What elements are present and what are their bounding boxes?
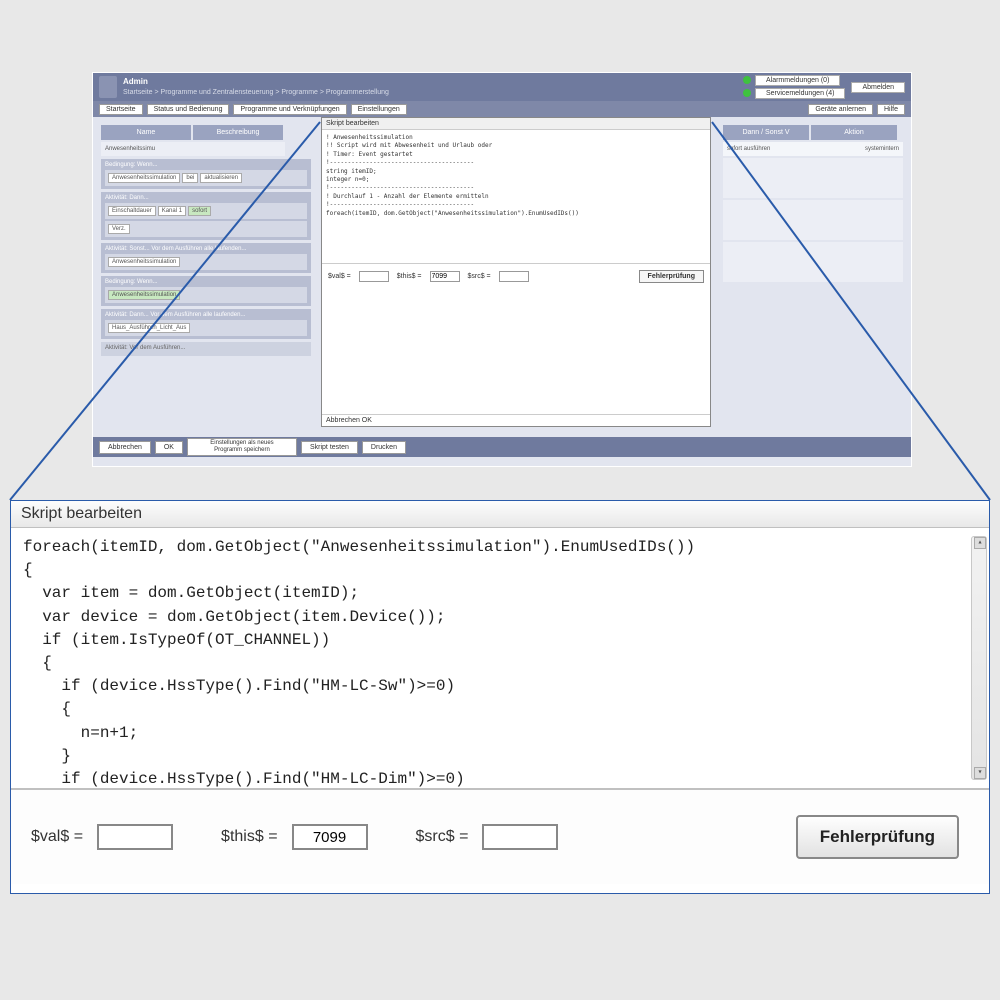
breadcrumb: Startseite > Programme und Zentralensteu… xyxy=(123,88,743,97)
script-code-textarea[interactable]: foreach(itemID, dom.GetObject("Anwesenhe… xyxy=(11,528,989,788)
script-editor-zoomed: Skript bearbeiten foreach(itemID, dom.Ge… xyxy=(10,500,990,894)
mini-popup-code[interactable]: ! Anwesenheitssimulation !! Script wird … xyxy=(322,130,710,263)
right-columns: Dann / Sonst V Aktion sofort ausführen s… xyxy=(723,125,903,282)
right-row-4 xyxy=(723,242,903,282)
mini-val-label: $val$ = xyxy=(328,273,351,280)
btn-abbrechen[interactable]: Abbrechen xyxy=(99,441,151,454)
rule2-chip3[interactable]: sofort xyxy=(188,206,211,216)
mini-script-editor-popup: Skript bearbeiten ! Anwesenheitssimulati… xyxy=(321,117,711,427)
mini-this-label: $this$ = xyxy=(397,273,422,280)
rule-block-4: Bedingung: Wenn... Anwesenheitssimulatio… xyxy=(101,276,311,306)
rule-block-5: Aktivität: Dann... Vor dem Ausführen all… xyxy=(101,309,311,339)
mini-val-input[interactable] xyxy=(359,271,389,282)
this-label: $this$ = xyxy=(221,828,277,846)
rule-label-1: Bedingung: Wenn... xyxy=(105,162,307,168)
status-column: Alarmmeldungen (0) Servicemeldungen (4) xyxy=(743,75,845,99)
right-row-1b: systemintern xyxy=(865,146,899,152)
variable-test-bar: $val$ = $this$ = $src$ = Fehlerprüfung xyxy=(11,788,989,884)
script-editor-title: Skript bearbeiten xyxy=(11,501,989,528)
rule5-chip1[interactable]: Haus_Ausführen_Licht_Aus xyxy=(108,323,190,333)
rule2-chip2[interactable]: Kanal 1 xyxy=(158,206,186,216)
rule-block-3: Aktivität: Sonst... Vor dem Ausführen al… xyxy=(101,243,311,273)
rule2-chip1[interactable]: Einschaltdauer xyxy=(108,206,156,216)
rule-label-4: Bedingung: Wenn... xyxy=(105,279,307,285)
rule-label-6: Aktivität: Vor dem Ausführen... xyxy=(105,345,307,351)
right-row-3 xyxy=(723,200,903,240)
scroll-down-icon[interactable]: ▾ xyxy=(974,767,986,779)
bottom-button-bar: Abbrechen OK Einstellungen als neues Pro… xyxy=(93,437,911,457)
rule1-chip3[interactable]: aktualisieren xyxy=(200,173,242,183)
tab-status[interactable]: Status und Bedienung xyxy=(147,104,230,115)
btn-drucken[interactable]: Drucken xyxy=(362,441,406,454)
rule3-chip1[interactable]: Anwesenheitssimulation xyxy=(108,257,180,267)
rule-block-2: Aktivität: Dann... Einschaltdauer Kanal … xyxy=(101,192,311,240)
tab-anlernen[interactable]: Geräte anlernen xyxy=(808,104,873,115)
right-row-2 xyxy=(723,158,903,198)
app-header: Admin Startseite > Programme und Zentral… xyxy=(93,73,911,101)
mini-src-input[interactable] xyxy=(499,271,529,282)
error-check-button[interactable]: Fehlerprüfung xyxy=(796,815,959,859)
val-label: $val$ = xyxy=(31,828,83,846)
mini-this-input[interactable] xyxy=(430,271,460,282)
rules-column: Bedingung: Wenn... Anwesenheitssimulatio… xyxy=(101,159,311,356)
program-row: Anwesenheitssimu xyxy=(101,142,285,156)
right-row-1a: sofort ausführen xyxy=(727,146,861,152)
mini-src-label: $src$ = xyxy=(468,273,491,280)
tab-programme[interactable]: Programme und Verknüpfungen xyxy=(233,104,346,115)
th-aktion: Aktion xyxy=(811,125,897,140)
th-name: Name xyxy=(101,125,191,140)
rule1-chip2[interactable]: bei xyxy=(182,173,198,183)
mini-popup-vars: $val$ = $this$ = $src$ = Fehlerprüfung xyxy=(322,263,710,289)
val-input[interactable] xyxy=(97,824,173,850)
rule-label-5: Aktivität: Dann... Vor dem Ausführen all… xyxy=(105,312,307,318)
mini-check-button[interactable]: Fehlerprüfung xyxy=(639,270,704,283)
btn-skript-testen[interactable]: Skript testen xyxy=(301,441,358,454)
src-label: $src$ = xyxy=(416,828,469,846)
program-editor-panel: Name Beschreibung Anwesenheitssimu Bedin… xyxy=(93,117,911,437)
mini-popup-title: Skript bearbeiten xyxy=(322,118,710,130)
header-title-block: Admin Startseite > Programme und Zentral… xyxy=(123,77,743,96)
th-dann-sonst: Dann / Sonst V xyxy=(723,125,809,140)
rule-block-6: Aktivität: Vor dem Ausführen... xyxy=(101,342,311,356)
tab-startseite[interactable]: Startseite xyxy=(99,104,143,115)
this-input[interactable] xyxy=(292,824,368,850)
rule-label-3: Aktivität: Sonst... Vor dem Ausführen al… xyxy=(105,246,307,252)
right-row-1: sofort ausführen systemintern xyxy=(723,142,903,156)
main-tab-bar: Startseite Status und Bedienung Programm… xyxy=(93,101,911,117)
header-user: Admin xyxy=(123,77,743,87)
tab-einstellungen[interactable]: Einstellungen xyxy=(351,104,407,115)
rule-block-1: Bedingung: Wenn... Anwesenheitssimulatio… xyxy=(101,159,311,189)
src-input[interactable] xyxy=(482,824,558,850)
rule2-chip4[interactable]: Verz. xyxy=(108,224,130,234)
service-messages-button[interactable]: Servicemeldungen (4) xyxy=(755,88,845,99)
th-beschreibung: Beschreibung xyxy=(193,125,283,140)
background-app-window: Admin Startseite > Programme und Zentral… xyxy=(92,72,912,467)
logout-button[interactable]: Abmelden xyxy=(851,82,905,93)
rule4-chip1[interactable]: Anwesenheitssimulation xyxy=(108,290,180,300)
btn-save-as-new[interactable]: Einstellungen als neues Programm speiche… xyxy=(187,438,297,455)
app-logo xyxy=(99,76,117,98)
status-dot-service-icon xyxy=(743,89,751,97)
btn-ok[interactable]: OK xyxy=(155,441,183,454)
status-dot-alarm-icon xyxy=(743,76,751,84)
program-row-name: Anwesenheitssimu xyxy=(105,146,155,152)
alarm-messages-button[interactable]: Alarmmeldungen (0) xyxy=(755,75,840,86)
mini-popup-footer[interactable]: Abbrechen OK xyxy=(322,414,710,426)
tab-hilfe[interactable]: Hilfe xyxy=(877,104,905,115)
rule1-chip1[interactable]: Anwesenheitssimulation xyxy=(108,173,180,183)
rule-label-2: Aktivität: Dann... xyxy=(105,195,307,201)
scroll-up-icon[interactable]: ▴ xyxy=(974,537,986,549)
